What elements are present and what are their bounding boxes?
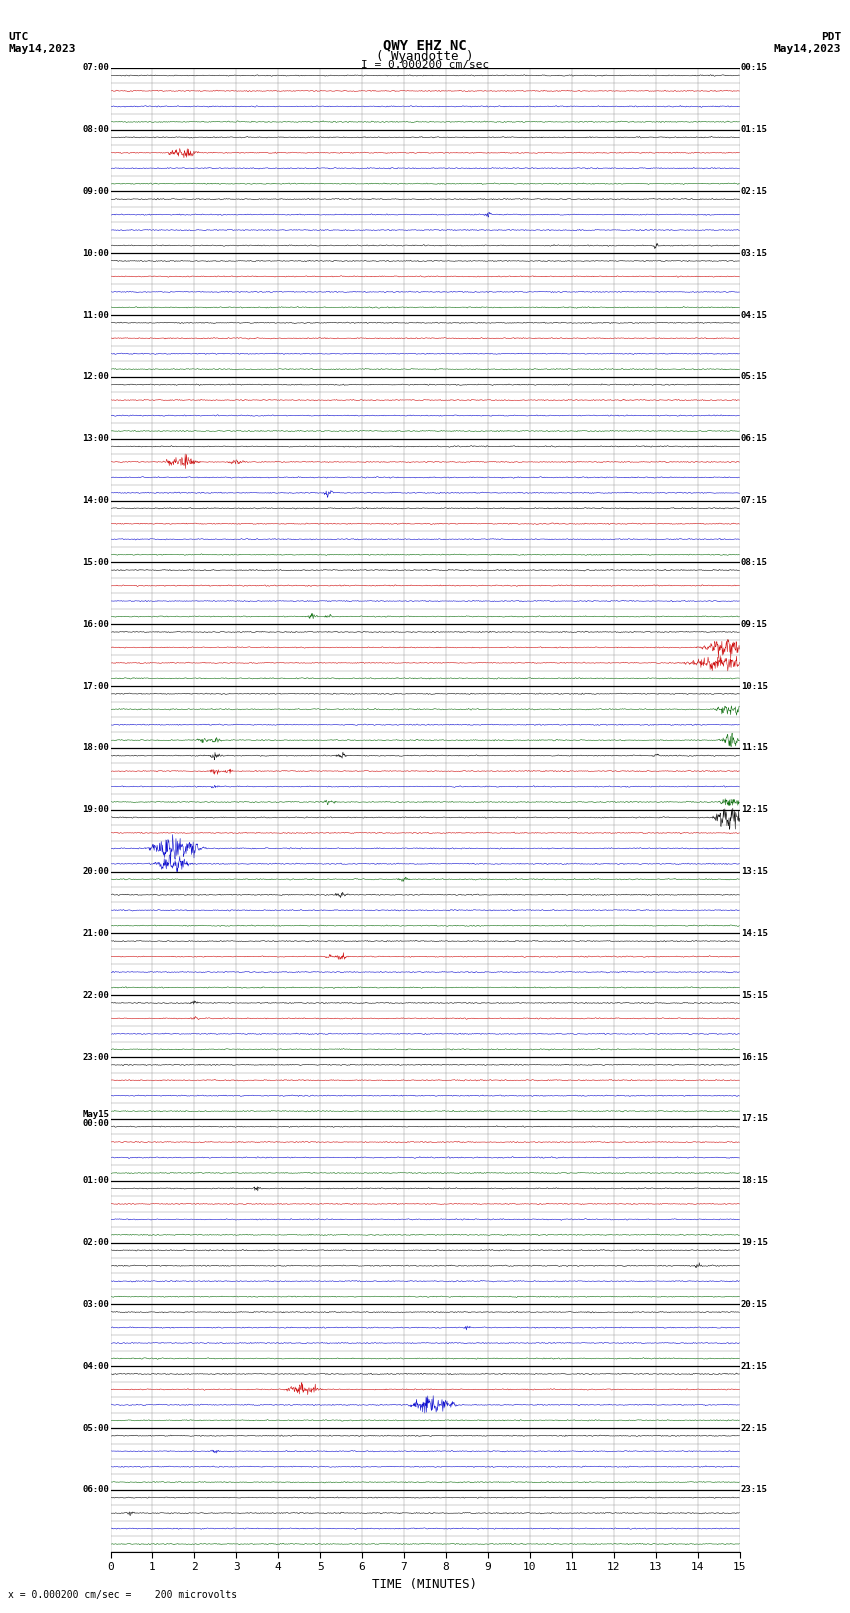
Text: 15:15: 15:15	[741, 990, 768, 1000]
Text: 02:15: 02:15	[741, 187, 768, 195]
Text: 12:00: 12:00	[82, 373, 109, 381]
Text: 22:00: 22:00	[82, 990, 109, 1000]
Text: ( Wyandotte ): ( Wyandotte )	[377, 50, 473, 63]
Text: 23:15: 23:15	[741, 1486, 768, 1494]
Text: 13:00: 13:00	[82, 434, 109, 444]
Text: 16:00: 16:00	[82, 619, 109, 629]
Text: 07:00: 07:00	[82, 63, 109, 73]
Text: 21:15: 21:15	[741, 1361, 768, 1371]
Text: 06:15: 06:15	[741, 434, 768, 444]
Text: 16:15: 16:15	[741, 1053, 768, 1061]
Text: 21:00: 21:00	[82, 929, 109, 937]
Text: 19:00: 19:00	[82, 805, 109, 815]
Text: 15:00: 15:00	[82, 558, 109, 566]
Text: 17:15: 17:15	[741, 1115, 768, 1123]
Text: 09:15: 09:15	[741, 619, 768, 629]
Text: 11:00: 11:00	[82, 311, 109, 319]
Text: 04:15: 04:15	[741, 311, 768, 319]
Text: 07:15: 07:15	[741, 497, 768, 505]
X-axis label: TIME (MINUTES): TIME (MINUTES)	[372, 1578, 478, 1590]
Text: 11:15: 11:15	[741, 744, 768, 752]
Text: 22:15: 22:15	[741, 1424, 768, 1432]
Text: 14:15: 14:15	[741, 929, 768, 937]
Text: 05:00: 05:00	[82, 1424, 109, 1432]
Text: 10:00: 10:00	[82, 248, 109, 258]
Text: 18:15: 18:15	[741, 1176, 768, 1186]
Text: May14,2023: May14,2023	[774, 44, 842, 53]
Text: 02:00: 02:00	[82, 1239, 109, 1247]
Text: 03:15: 03:15	[741, 248, 768, 258]
Text: 12:15: 12:15	[741, 805, 768, 815]
Text: UTC: UTC	[8, 32, 29, 42]
Text: 09:00: 09:00	[82, 187, 109, 195]
Text: 20:15: 20:15	[741, 1300, 768, 1308]
Text: 13:15: 13:15	[741, 868, 768, 876]
Text: 05:15: 05:15	[741, 373, 768, 381]
Text: 08:00: 08:00	[82, 126, 109, 134]
Text: I = 0.000200 cm/sec: I = 0.000200 cm/sec	[361, 60, 489, 69]
Text: 20:00: 20:00	[82, 868, 109, 876]
Text: 01:00: 01:00	[82, 1176, 109, 1186]
Text: PDT: PDT	[821, 32, 842, 42]
Text: 10:15: 10:15	[741, 682, 768, 690]
Text: x = 0.000200 cm/sec =    200 microvolts: x = 0.000200 cm/sec = 200 microvolts	[8, 1590, 238, 1600]
Text: 01:15: 01:15	[741, 126, 768, 134]
Text: 23:00: 23:00	[82, 1053, 109, 1061]
Text: 04:00: 04:00	[82, 1361, 109, 1371]
Text: 00:00: 00:00	[82, 1119, 109, 1127]
Text: 08:15: 08:15	[741, 558, 768, 566]
Text: 06:00: 06:00	[82, 1486, 109, 1494]
Text: 17:00: 17:00	[82, 682, 109, 690]
Text: 18:00: 18:00	[82, 744, 109, 752]
Text: QWY EHZ NC: QWY EHZ NC	[383, 39, 467, 53]
Text: 00:15: 00:15	[741, 63, 768, 73]
Text: May15: May15	[82, 1110, 109, 1119]
Text: May14,2023: May14,2023	[8, 44, 76, 53]
Text: 19:15: 19:15	[741, 1239, 768, 1247]
Text: 14:00: 14:00	[82, 497, 109, 505]
Text: 03:00: 03:00	[82, 1300, 109, 1308]
